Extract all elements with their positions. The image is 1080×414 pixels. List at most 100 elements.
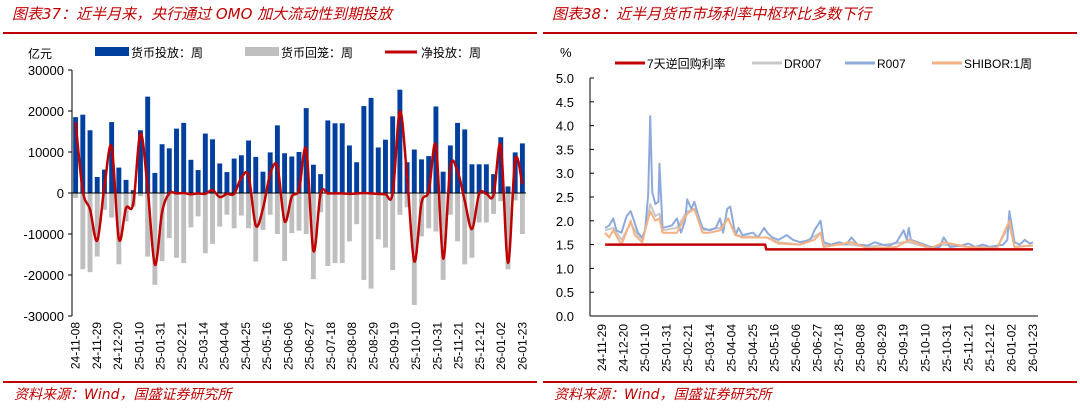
withdrawal-bar	[296, 193, 302, 231]
y-tick-label: 2.0	[556, 214, 574, 229]
series-line-R007	[604, 115, 1034, 248]
y-tick-label: 1.5	[556, 238, 574, 253]
injection-bar	[469, 164, 475, 193]
injection-bar	[159, 144, 165, 193]
legend-label: DR007	[784, 57, 822, 71]
x-tick-label: 25-04-25	[746, 324, 760, 372]
y-tick-label: 0.5	[556, 285, 574, 300]
withdrawal-bar	[390, 193, 396, 271]
chart-title: 图表38：近半月货币市场利率中枢环比多数下行	[552, 5, 872, 23]
x-tick-label: 25-04-04	[724, 324, 738, 372]
injection-bar	[289, 156, 295, 193]
x-tick-label: 25-06-27	[303, 322, 317, 370]
y-tick-label: -10000	[24, 227, 64, 242]
withdrawal-bar	[303, 193, 309, 234]
injection-bar	[455, 122, 460, 193]
withdrawal-bar	[491, 193, 497, 214]
legend-label: R007	[877, 57, 906, 71]
injection-bar	[152, 172, 158, 193]
x-tick-label: 25-01-31	[660, 324, 674, 372]
source-note: 资料来源：Wind，国盛证券研究所	[554, 387, 772, 403]
x-tick-label: 25-01-10	[132, 322, 146, 370]
injection-bar	[282, 153, 288, 193]
withdrawal-bar	[462, 193, 468, 265]
withdrawal-bar	[246, 193, 252, 229]
injection-bar	[462, 129, 468, 193]
y-tick-label: 1.0	[556, 261, 574, 276]
injection-bar	[116, 167, 122, 193]
injection-bar	[174, 128, 179, 193]
withdrawal-bar	[397, 193, 403, 215]
withdrawal-bar	[483, 193, 489, 223]
injection-bar	[498, 137, 504, 193]
injection-bar	[375, 147, 381, 193]
withdrawal-bar	[152, 193, 158, 285]
injection-bar	[440, 171, 446, 193]
withdrawal-bar	[101, 193, 107, 210]
withdrawal-bar	[267, 193, 273, 215]
withdrawal-bar	[433, 193, 439, 232]
injection-bar	[195, 170, 201, 193]
legend-label: 净投放：周	[421, 45, 481, 60]
injection-bar	[390, 116, 396, 193]
withdrawal-bar	[80, 193, 86, 270]
withdrawal-bar	[159, 193, 165, 262]
x-tick-label: 25-07-18	[832, 324, 846, 372]
withdrawal-bar	[440, 193, 446, 280]
money-market-rates-chart: 0.0 0.5 1.0 1.5 2.0 2.5 3.0 3.5 4.0 4.5 5.0% 24-11-…	[556, 45, 1040, 372]
injection-bar	[94, 177, 100, 193]
y-tick-label: 0.0	[556, 309, 574, 324]
title-divider	[3, 32, 537, 34]
series-line-SHIBOR:1周	[604, 207, 1034, 250]
injection-bar	[491, 174, 497, 193]
x-tick-label: 25-06-27	[811, 324, 825, 372]
x-tick-label: 26-01-02	[494, 322, 508, 370]
x-tick-label: 25-10-31	[940, 324, 954, 372]
y-axis-unit: 亿元	[28, 46, 52, 61]
withdrawal-bar	[109, 193, 115, 218]
x-tick-label: 24-11-29	[595, 324, 609, 371]
withdrawal-bar	[447, 193, 453, 215]
withdrawal-bar	[87, 193, 93, 273]
injection-bar	[476, 164, 482, 193]
net-injection-chart: -30000 -20000 -10000 0 10000 20000 30000 亿元 24-1…	[24, 45, 530, 370]
x-tick-label: 25-04-04	[218, 322, 232, 370]
withdrawal-bar	[195, 193, 201, 217]
x-tick-label: 24-11-29	[90, 322, 104, 369]
y-tick-label: -20000	[24, 268, 64, 283]
x-tick-label: 25-08-08	[854, 324, 868, 372]
injection-bar	[274, 125, 280, 193]
injection-bar	[246, 140, 252, 193]
x-tick-label: 25-06-06	[789, 324, 803, 372]
withdrawal-bar	[476, 193, 482, 223]
injection-bar	[426, 156, 432, 193]
withdrawal-bar	[318, 193, 324, 213]
withdrawal-bar	[368, 193, 374, 289]
x-tick-label: 26-01-02	[1004, 324, 1018, 372]
withdrawal-bar	[202, 193, 208, 254]
withdrawal-bar	[181, 193, 187, 264]
x-tick-label: 25-01-10	[638, 324, 652, 372]
withdrawal-bar	[166, 193, 172, 239]
y-tick-label: 3.0	[556, 166, 574, 181]
chart-panel-left: 图表37：近半月来，央行通过 OMO 加大流动性到期投放 -30000 -2000…	[3, 5, 537, 403]
title-divider	[543, 32, 1077, 34]
injection-bar	[210, 139, 215, 193]
injection-bar	[346, 145, 352, 193]
withdrawal-bar	[224, 193, 230, 215]
injection-bar	[339, 123, 345, 193]
injection-bar	[260, 171, 266, 193]
injection-bar	[130, 190, 136, 193]
series-line-7天逆回购利率	[605, 243, 1033, 251]
x-tick-label: 25-02-21	[681, 324, 695, 372]
x-tick-label: 24-12-20	[617, 324, 631, 372]
x-tick-label: 25-10-10	[918, 324, 932, 372]
source-divider	[543, 381, 1077, 383]
injection-bar	[202, 133, 208, 193]
x-tick-label: 25-08-29	[875, 324, 889, 372]
withdrawal-bar	[217, 193, 223, 227]
injection-bar	[188, 159, 194, 193]
injection-bar	[73, 117, 79, 193]
withdrawal-bar	[94, 193, 100, 257]
y-tick-label: 10000	[28, 145, 64, 160]
